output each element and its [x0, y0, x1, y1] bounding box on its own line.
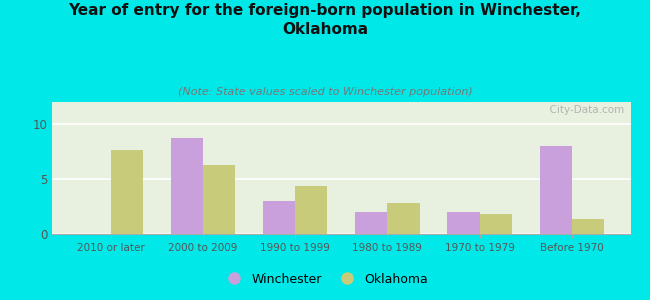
Bar [170, 138, 203, 234]
Bar [540, 146, 572, 234]
Bar [111, 150, 143, 234]
Bar [203, 165, 235, 234]
Bar [295, 186, 328, 234]
Bar [263, 201, 295, 234]
Bar [480, 214, 512, 234]
Text: (Note: State values scaled to Winchester population): (Note: State values scaled to Winchester… [177, 87, 473, 97]
Text: City-Data.com: City-Data.com [543, 105, 625, 115]
Legend: Winchester, Oklahoma: Winchester, Oklahoma [216, 268, 434, 291]
Bar [387, 203, 420, 234]
Bar [447, 212, 480, 234]
Text: Year of entry for the foreign-born population in Winchester,
Oklahoma: Year of entry for the foreign-born popul… [68, 3, 582, 37]
Bar [572, 219, 604, 234]
Bar [355, 212, 387, 234]
